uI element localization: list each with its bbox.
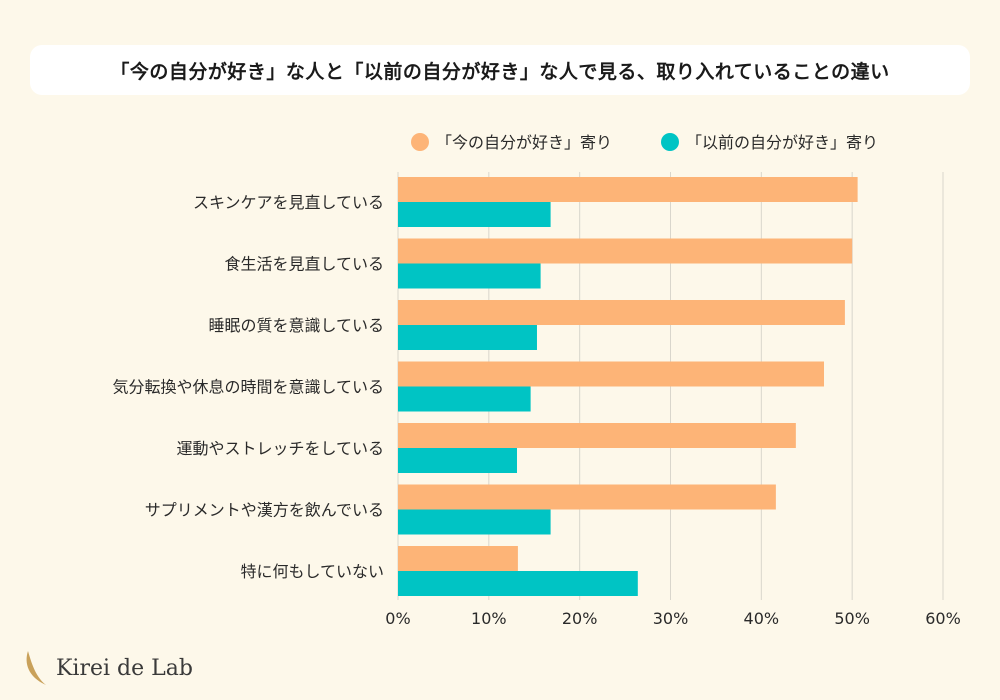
- bar-past-6: [398, 571, 638, 596]
- bar-past-3: [398, 386, 531, 412]
- bar-past-0: [398, 202, 551, 227]
- x-tick-label: 30%: [653, 609, 689, 628]
- legend-label: 「以前の自分が好き」寄り: [686, 133, 878, 152]
- legend-marker: [411, 133, 429, 151]
- bar-now-0: [398, 177, 858, 202]
- chart-title-box: 「今の自分が好き」な人と「以前の自分が好き」な人で見る、取り入れていることの違い: [30, 45, 970, 95]
- category-label: 特に何もしていない: [240, 562, 384, 581]
- x-tick-label: 0%: [385, 609, 410, 628]
- category-label: 睡眠の質を意識している: [208, 316, 384, 335]
- x-tick-label: 60%: [925, 609, 961, 628]
- bar-now-4: [398, 423, 796, 448]
- category-label: サプリメントや漢方を飲んでいる: [145, 501, 384, 520]
- bar-past-5: [398, 509, 551, 535]
- x-tick-label: 10%: [471, 609, 507, 628]
- bar-past-1: [398, 263, 541, 289]
- x-tick-label: 40%: [744, 609, 780, 628]
- bar-past-4: [398, 448, 517, 473]
- x-tick-label: 20%: [562, 609, 598, 628]
- category-label: 食生活を見直している: [224, 255, 384, 274]
- bar-now-5: [398, 484, 776, 510]
- legend-label: 「今の自分が好き」寄り: [436, 133, 612, 152]
- chart-title: 「今の自分が好き」な人と「以前の自分が好き」な人で見る、取り入れていることの違い: [110, 60, 890, 83]
- bar-now-6: [398, 546, 518, 571]
- category-label: 気分転換や休息の時間を意識している: [112, 378, 384, 397]
- bar-past-2: [398, 325, 537, 350]
- bar-now-1: [398, 238, 853, 264]
- category-label: スキンケアを見直している: [193, 193, 384, 212]
- bar-now-2: [398, 300, 845, 325]
- x-tick-label: 50%: [834, 609, 870, 628]
- brand-logo-text: Kirei de Lab: [56, 655, 193, 681]
- bar-now-3: [398, 361, 825, 387]
- leaf-logo-icon: [26, 651, 46, 685]
- brand-logo: Kirei de Lab: [22, 648, 193, 688]
- legend-marker: [661, 133, 679, 151]
- category-label: 運動やストレッチをしている: [176, 439, 384, 458]
